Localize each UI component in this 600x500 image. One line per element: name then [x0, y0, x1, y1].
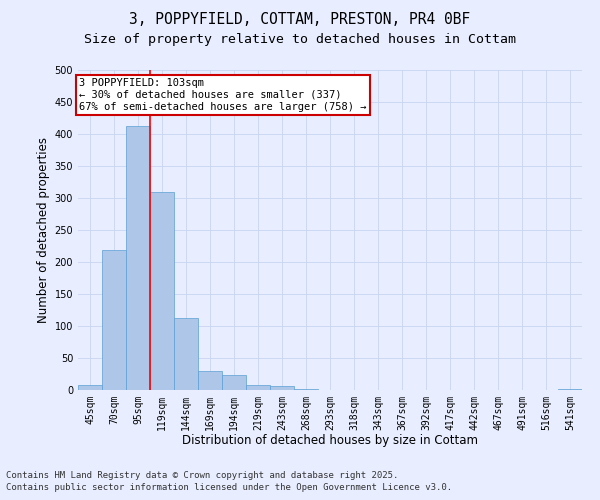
Bar [102, 250, 126, 390]
Text: 3 POPPYFIELD: 103sqm
← 30% of detached houses are smaller (337)
67% of semi-deta: 3 POPPYFIELD: 103sqm ← 30% of detached h… [79, 78, 367, 112]
Bar [78, 385, 102, 390]
Bar [270, 386, 294, 390]
Bar [150, 192, 174, 390]
Bar [222, 376, 246, 390]
Text: Contains public sector information licensed under the Open Government Licence v3: Contains public sector information licen… [6, 484, 452, 492]
Text: Size of property relative to detached houses in Cottam: Size of property relative to detached ho… [84, 32, 516, 46]
Text: 3, POPPYFIELD, COTTAM, PRESTON, PR4 0BF: 3, POPPYFIELD, COTTAM, PRESTON, PR4 0BF [130, 12, 470, 28]
Bar [558, 388, 582, 390]
Bar [198, 371, 222, 390]
Text: Contains HM Land Registry data © Crown copyright and database right 2025.: Contains HM Land Registry data © Crown c… [6, 471, 398, 480]
Bar [126, 126, 150, 390]
Bar [294, 388, 318, 390]
Bar [246, 385, 270, 390]
X-axis label: Distribution of detached houses by size in Cottam: Distribution of detached houses by size … [182, 434, 478, 448]
Y-axis label: Number of detached properties: Number of detached properties [37, 137, 50, 323]
Bar [174, 318, 198, 390]
